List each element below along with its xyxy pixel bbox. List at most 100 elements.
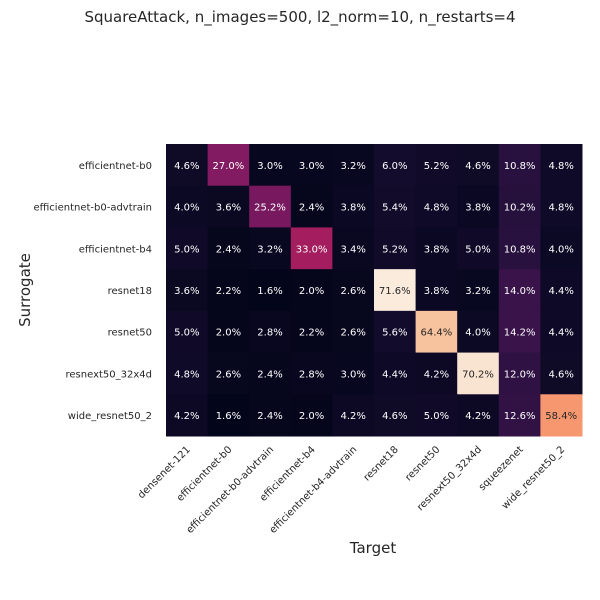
- heatmap-cell: [249, 185, 292, 228]
- heatmap-cell: [166, 394, 209, 437]
- heatmap-cell: [249, 269, 292, 312]
- cell-value-label: 4.2%: [465, 411, 490, 422]
- heatmap-cell: [207, 269, 250, 312]
- cell-value-label: 1.6%: [257, 286, 282, 297]
- cell-value-label: 3.2%: [257, 244, 282, 255]
- x-axis-label: Target: [349, 539, 397, 557]
- y-tick-label: wide_resnet50_2: [68, 411, 152, 422]
- cell-value-label: 4.0%: [174, 203, 199, 214]
- heatmap-cell: [207, 185, 250, 228]
- heatmap-cell: [540, 185, 583, 228]
- heatmap-cell: [207, 310, 250, 354]
- heatmap-cell: [332, 185, 375, 228]
- cell-value-label: 3.4%: [340, 244, 365, 255]
- heatmap-cell: [415, 227, 458, 270]
- x-tick-label: efficientnet-b0-advtrain: [185, 444, 277, 536]
- cell-value-label: 14.0%: [504, 286, 536, 297]
- y-tick-label: efficientnet-b0-advtrain: [33, 203, 152, 214]
- cell-value-label: 4.4%: [382, 369, 407, 380]
- y-tick-label: efficientnet-b0: [79, 161, 152, 172]
- cell-value-label: 4.6%: [548, 369, 573, 380]
- heatmap-cell: [166, 227, 209, 270]
- heatmap-cell-labels: 4.6% 27.0% 3.0% 3.0% 3.2% 6.0% 5.2% 4.6% 10.8% 4.…: [174, 161, 577, 422]
- cell-value-label: 5.0%: [174, 328, 199, 339]
- heatmap-cell: [498, 144, 541, 187]
- x-tick-label: efficientnet-b4-advtrain: [268, 444, 360, 536]
- heatmap-cell: [290, 394, 333, 437]
- heatmap-cell: [332, 269, 375, 312]
- cell-value-label: 70.2%: [462, 369, 494, 380]
- heatmap-cell: [540, 310, 583, 354]
- heatmap-cell: [249, 310, 292, 354]
- heatmap-cell: [166, 352, 209, 395]
- heatmap-cell: [415, 185, 458, 228]
- cell-value-label: 4.2%: [340, 411, 365, 422]
- x-tick-label: resnet18: [362, 444, 401, 483]
- heatmap-cell: [498, 352, 541, 395]
- heatmap-cell: [374, 269, 417, 312]
- cell-value-label: 4.6%: [174, 161, 199, 172]
- cell-value-label: 2.8%: [257, 328, 282, 339]
- cell-value-label: 1.6%: [216, 411, 241, 422]
- cell-value-label: 4.8%: [174, 369, 199, 380]
- y-tick-labels: efficientnet-b0 efficientnet-b0-advtrain e…: [33, 161, 152, 422]
- heatmap-cell: [290, 269, 333, 312]
- cell-value-label: 3.0%: [299, 161, 324, 172]
- cell-value-label: 3.2%: [465, 286, 490, 297]
- heatmap-cell: [332, 227, 375, 270]
- heatmap-cell: [374, 394, 417, 437]
- cell-value-label: 4.0%: [548, 244, 573, 255]
- cell-value-label: 4.2%: [424, 369, 449, 380]
- cell-value-label: 27.0%: [213, 161, 245, 172]
- cell-value-label: 10.8%: [504, 161, 536, 172]
- heatmap-cell: [249, 227, 292, 270]
- heatmap-cell: [415, 310, 458, 354]
- chart-title: SquareAttack, n_images=500, l2_norm=10, …: [84, 8, 516, 26]
- heatmap-cell: [290, 144, 333, 187]
- heatmap-cell: [207, 144, 250, 187]
- cell-value-label: 3.8%: [465, 203, 490, 214]
- heatmap-cell: [166, 310, 209, 354]
- heatmap-cell: [166, 144, 209, 187]
- heatmap-cell: [374, 310, 417, 354]
- heatmap-cell: [457, 144, 500, 187]
- heatmap-cell: [374, 185, 417, 228]
- heatmap-cell: [332, 310, 375, 354]
- cell-value-label: 6.0%: [382, 161, 407, 172]
- cell-value-label: 4.8%: [548, 203, 573, 214]
- x-tick-label: resnet50: [403, 444, 442, 483]
- cell-value-label: 64.4%: [421, 328, 453, 339]
- cell-value-label: 5.0%: [465, 244, 490, 255]
- heatmap-cell: [249, 144, 292, 187]
- heatmap-cell: [290, 185, 333, 228]
- heatmap-cell: [498, 269, 541, 312]
- heatmap-cell: [166, 185, 209, 228]
- cell-value-label: 4.6%: [465, 161, 490, 172]
- heatmap-cell: [249, 394, 292, 437]
- y-tick-label: efficientnet-b4: [79, 244, 152, 255]
- heatmap-cell: [290, 310, 333, 354]
- cell-value-label: 4.8%: [548, 161, 573, 172]
- cell-value-label: 2.6%: [216, 369, 241, 380]
- heatmap-cell: [540, 269, 583, 312]
- heatmap-cell: [374, 352, 417, 395]
- heatmap-cell: [540, 394, 583, 437]
- cell-value-label: 12.6%: [504, 411, 536, 422]
- heatmap-cell: [498, 394, 541, 437]
- cell-value-label: 2.2%: [216, 286, 241, 297]
- cell-value-label: 4.2%: [174, 411, 199, 422]
- cell-value-label: 3.0%: [340, 369, 365, 380]
- heatmap-cell: [457, 227, 500, 270]
- cell-value-label: 3.6%: [174, 286, 199, 297]
- heatmap-cell: [415, 394, 458, 437]
- cell-value-label: 3.8%: [424, 286, 449, 297]
- y-axis-label: Surrogate: [16, 253, 34, 327]
- heatmap-cell: [457, 394, 500, 437]
- heatmap-cell: [540, 352, 583, 395]
- heatmap-cell: [540, 227, 583, 270]
- y-tick-label: resnet18: [108, 286, 152, 297]
- heatmap-cells: [166, 144, 583, 437]
- cell-value-label: 2.6%: [340, 328, 365, 339]
- heatmap-cell: [457, 352, 500, 395]
